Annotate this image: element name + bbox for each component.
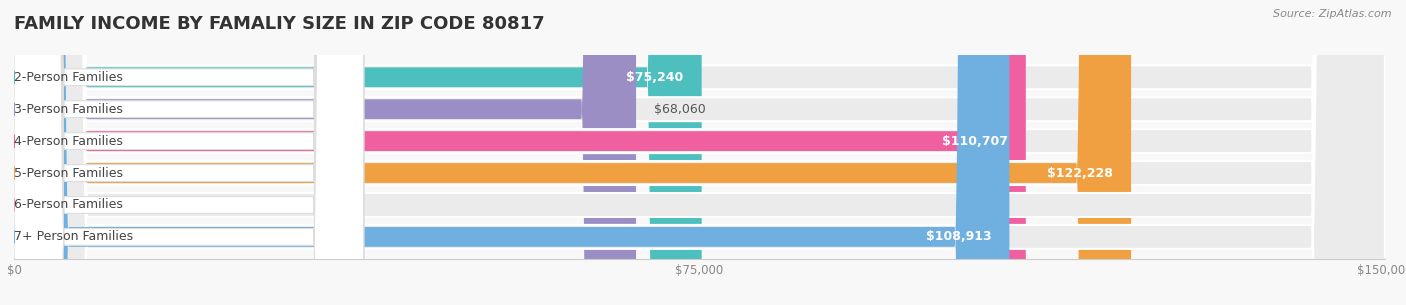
FancyBboxPatch shape bbox=[14, 0, 1385, 305]
Text: 4-Person Families: 4-Person Families bbox=[14, 135, 122, 148]
FancyBboxPatch shape bbox=[14, 0, 364, 305]
FancyBboxPatch shape bbox=[14, 0, 1130, 305]
Text: Source: ZipAtlas.com: Source: ZipAtlas.com bbox=[1274, 9, 1392, 19]
FancyBboxPatch shape bbox=[14, 0, 364, 305]
Text: 3-Person Families: 3-Person Families bbox=[14, 103, 122, 116]
Text: $108,913: $108,913 bbox=[925, 230, 991, 243]
FancyBboxPatch shape bbox=[14, 0, 364, 305]
FancyBboxPatch shape bbox=[14, 0, 1385, 305]
FancyBboxPatch shape bbox=[14, 0, 1385, 305]
Text: $68,060: $68,060 bbox=[654, 103, 706, 116]
Text: $110,707: $110,707 bbox=[942, 135, 1008, 148]
Text: FAMILY INCOME BY FAMALIY SIZE IN ZIP CODE 80817: FAMILY INCOME BY FAMALIY SIZE IN ZIP COD… bbox=[14, 15, 544, 33]
FancyBboxPatch shape bbox=[14, 0, 636, 305]
Text: 5-Person Families: 5-Person Families bbox=[14, 167, 124, 180]
FancyBboxPatch shape bbox=[14, 0, 364, 305]
FancyBboxPatch shape bbox=[14, 0, 1385, 305]
Text: $75,240: $75,240 bbox=[626, 71, 683, 84]
FancyBboxPatch shape bbox=[14, 0, 1385, 305]
FancyBboxPatch shape bbox=[14, 0, 1385, 305]
FancyBboxPatch shape bbox=[14, 0, 364, 305]
Text: 6-Person Families: 6-Person Families bbox=[14, 199, 122, 211]
FancyBboxPatch shape bbox=[14, 0, 364, 305]
FancyBboxPatch shape bbox=[14, 0, 1026, 305]
Text: 2-Person Families: 2-Person Families bbox=[14, 71, 122, 84]
FancyBboxPatch shape bbox=[14, 0, 1010, 305]
Text: 7+ Person Families: 7+ Person Families bbox=[14, 230, 134, 243]
Text: $0: $0 bbox=[138, 199, 153, 211]
FancyBboxPatch shape bbox=[14, 0, 702, 305]
Text: $122,228: $122,228 bbox=[1047, 167, 1112, 180]
